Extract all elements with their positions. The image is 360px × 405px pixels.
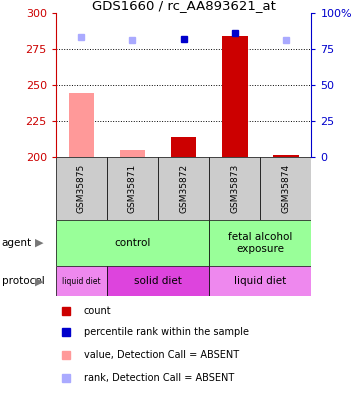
Title: GDS1660 / rc_AA893621_at: GDS1660 / rc_AA893621_at <box>92 0 275 12</box>
Text: percentile rank within the sample: percentile rank within the sample <box>84 327 249 337</box>
Bar <box>209 220 311 266</box>
Bar <box>209 266 311 296</box>
Bar <box>56 157 107 220</box>
Text: GSM35871: GSM35871 <box>128 164 137 213</box>
Bar <box>273 155 299 157</box>
Text: GSM35872: GSM35872 <box>179 164 188 213</box>
Text: solid diet: solid diet <box>134 276 182 286</box>
Text: count: count <box>84 306 112 316</box>
Text: GSM35873: GSM35873 <box>230 164 239 213</box>
Bar <box>260 157 311 220</box>
Text: control: control <box>114 238 151 248</box>
Bar <box>68 94 94 157</box>
Bar <box>56 266 107 296</box>
Bar <box>171 136 197 157</box>
Text: agent: agent <box>2 238 32 248</box>
Text: GSM35875: GSM35875 <box>77 164 86 213</box>
Bar <box>56 220 209 266</box>
Bar <box>107 266 209 296</box>
Bar <box>209 157 260 220</box>
Text: liquid diet: liquid diet <box>62 277 101 286</box>
Bar <box>158 157 209 220</box>
Text: ▶: ▶ <box>35 238 44 248</box>
Text: rank, Detection Call = ABSENT: rank, Detection Call = ABSENT <box>84 373 234 383</box>
Bar <box>222 36 248 157</box>
Text: liquid diet: liquid diet <box>234 276 287 286</box>
Text: GSM35874: GSM35874 <box>282 164 290 213</box>
Text: ▶: ▶ <box>35 276 44 286</box>
Text: protocol: protocol <box>2 276 45 286</box>
Bar <box>107 157 158 220</box>
Text: fetal alcohol
exposure: fetal alcohol exposure <box>228 232 292 254</box>
Text: value, Detection Call = ABSENT: value, Detection Call = ABSENT <box>84 350 239 360</box>
Bar <box>120 149 145 157</box>
